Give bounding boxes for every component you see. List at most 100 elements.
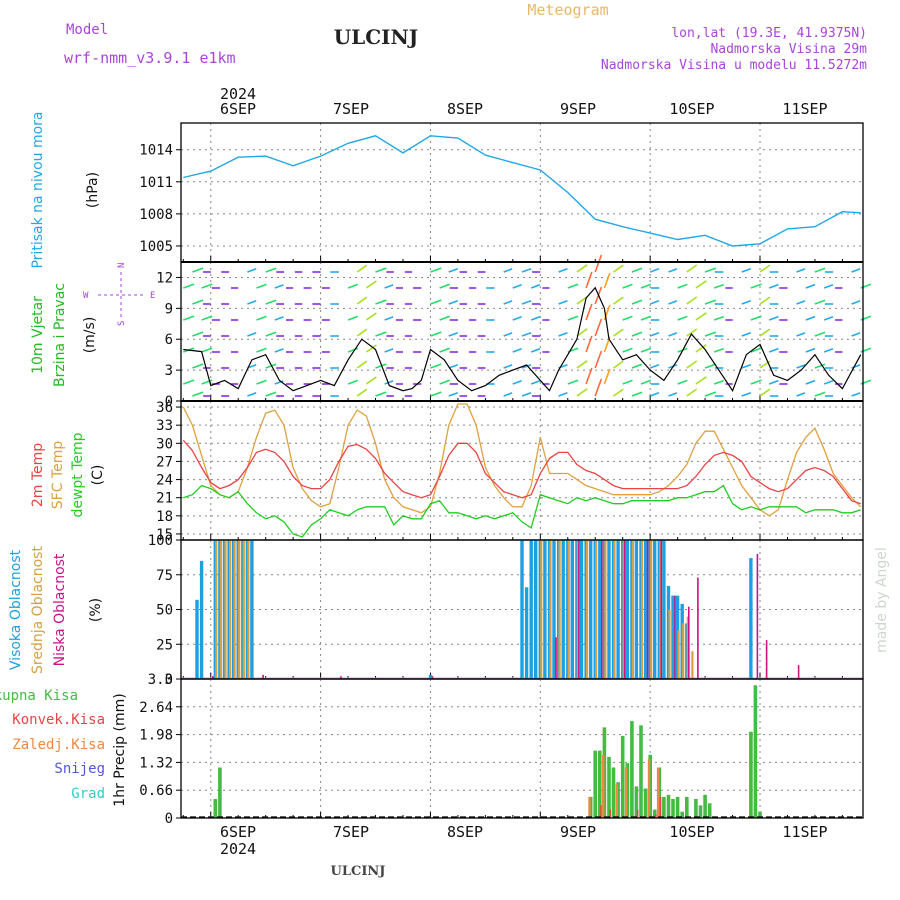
pressure-ytick-label-2: 1011 bbox=[139, 175, 173, 191]
wind-arrow bbox=[603, 272, 611, 289]
wind-arrow bbox=[695, 280, 707, 289]
precip-total-bar bbox=[662, 796, 666, 818]
wind-arrow bbox=[851, 364, 861, 369]
cloud-mid-bar bbox=[650, 540, 653, 679]
wind-arrow bbox=[668, 268, 678, 273]
wind-arrow bbox=[585, 303, 593, 321]
cloud-mid-bar bbox=[622, 540, 625, 679]
precip-conv-bar bbox=[655, 813, 657, 818]
cloud-low-bar bbox=[674, 595, 676, 679]
cloud-low-bar bbox=[555, 637, 557, 679]
cloud-low-bar bbox=[765, 640, 768, 679]
wind-arrow bbox=[384, 348, 394, 353]
cloud-mid-bar bbox=[668, 609, 671, 679]
wind-arrow bbox=[567, 315, 579, 321]
top-day-10sep: 10SEP bbox=[669, 100, 714, 118]
cloud-label-3: Niska Oblacnost bbox=[52, 553, 68, 666]
wind-arrow bbox=[631, 299, 643, 305]
cloud-high-bar bbox=[524, 587, 529, 679]
temp-unit: (C) bbox=[90, 465, 106, 486]
wind-arrow bbox=[347, 315, 359, 321]
compass-w: W bbox=[83, 291, 89, 301]
wind-arrow bbox=[567, 379, 579, 385]
wind-arrow bbox=[375, 331, 387, 337]
cloud-high-bar bbox=[552, 540, 556, 679]
wind-arrow bbox=[631, 363, 643, 369]
precip-total-bar bbox=[666, 794, 671, 818]
precip-frozen-bar bbox=[588, 796, 591, 818]
footer-station: ULCINJ bbox=[331, 864, 386, 879]
wind-arrow bbox=[356, 264, 368, 273]
wind-arrow bbox=[796, 268, 806, 273]
precip-ytick-label-4: 2.64 bbox=[139, 700, 173, 716]
cloud-low-bar bbox=[660, 540, 663, 679]
temp-panel: 15 18 21 24 27 30 33 36 bbox=[156, 400, 864, 543]
wind-arrow bbox=[759, 296, 771, 305]
precip-total-bar bbox=[218, 767, 222, 818]
wind-arrow bbox=[439, 347, 450, 353]
wind-arrow bbox=[649, 364, 660, 369]
pressure-line bbox=[183, 135, 861, 247]
wind-arrow bbox=[796, 364, 806, 369]
wind-arrow bbox=[668, 332, 678, 337]
precip-total-bar bbox=[643, 788, 648, 818]
wind-arrow bbox=[823, 284, 834, 289]
temp-ytick-label-2: 21 bbox=[156, 491, 173, 507]
wind-arrow bbox=[759, 264, 771, 273]
wind-arrow bbox=[704, 391, 717, 397]
wind-arrow bbox=[686, 328, 698, 337]
wind-arrow bbox=[860, 347, 872, 353]
wind-arrow bbox=[439, 379, 450, 385]
wind-arrow bbox=[796, 392, 806, 397]
cloud-high-bar bbox=[561, 540, 565, 679]
wind-arrow bbox=[713, 315, 724, 321]
cloud-high-bar bbox=[195, 599, 199, 679]
wind-arrow bbox=[503, 268, 513, 273]
precip-total-bar bbox=[753, 685, 758, 818]
wind-arrow bbox=[183, 379, 195, 385]
wind-arrow bbox=[256, 283, 267, 289]
model-name: wrf-nmm_v3.9.1 e1km bbox=[64, 49, 236, 67]
wind-arrow bbox=[448, 363, 459, 369]
wind-arrow bbox=[704, 363, 717, 369]
wind-arrow bbox=[585, 367, 593, 385]
wind-compass: W E N S bbox=[83, 263, 155, 326]
wind-arrow bbox=[741, 331, 752, 337]
pressure-ytick-label-3: 1014 bbox=[139, 143, 173, 159]
wind-arrow bbox=[365, 376, 377, 385]
wind-arrow bbox=[512, 316, 522, 321]
wind-arrow bbox=[265, 391, 277, 397]
pressure-unit: (hPa) bbox=[85, 172, 101, 208]
wind-arrow bbox=[805, 283, 816, 289]
wind-arrow bbox=[640, 379, 652, 385]
wind-arrow bbox=[265, 267, 277, 273]
wind-arrow bbox=[448, 299, 459, 305]
pressure-frame bbox=[180, 122, 864, 263]
cloud-high-bar bbox=[598, 540, 602, 679]
temp-ytick-label-5: 30 bbox=[156, 436, 173, 452]
precip-total-bar bbox=[593, 750, 597, 818]
wind-arrow bbox=[439, 283, 450, 289]
wind-arrow bbox=[448, 391, 459, 397]
wind-arrow bbox=[183, 315, 195, 321]
precip-total-bar bbox=[634, 786, 639, 818]
wind-arrow bbox=[365, 280, 377, 289]
cloud-high-bar bbox=[534, 540, 538, 679]
model-label: Model bbox=[66, 22, 108, 38]
pressure-ytick-label-0: 1005 bbox=[139, 239, 173, 255]
temp-ytick-label-6: 33 bbox=[156, 418, 173, 434]
cloud-panel: 0 25 50 75 100 bbox=[148, 533, 864, 688]
wind-arrow bbox=[594, 318, 603, 337]
wind-arrow bbox=[347, 283, 359, 289]
temp-ytick-label-4: 27 bbox=[156, 454, 173, 470]
cloud-mid-bar bbox=[677, 630, 680, 679]
top-day-9sep: 9SEP bbox=[560, 100, 596, 118]
cloud-ytick-label-2: 50 bbox=[156, 603, 173, 619]
cloud-mid-bar bbox=[682, 623, 685, 679]
wind-arrow bbox=[823, 348, 834, 353]
wind-arrow bbox=[814, 363, 826, 369]
cloud-high-bar bbox=[616, 540, 620, 679]
wind-arrow bbox=[576, 388, 588, 397]
bottom-day-9sep: 9SEP bbox=[560, 823, 596, 841]
